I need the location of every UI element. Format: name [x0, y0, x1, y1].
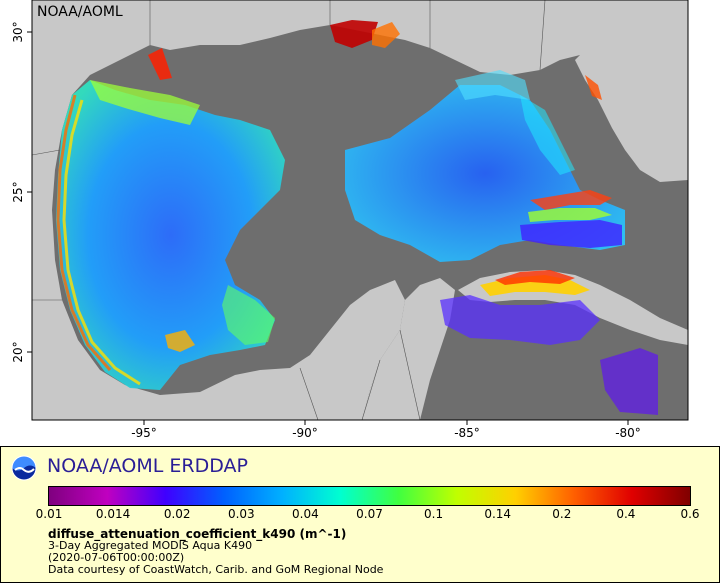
legend-panel: NOAA/AOML ERDDAP 0.01 0.014 0.02 0.03 0.04 0.…	[0, 446, 720, 583]
map-panel: -95° -90° -85° -80° 30° 25° 20° NOAA/AOM…	[11, 0, 689, 440]
k490-west-coast-yellow	[62, 99, 141, 386]
colorbar-tick-labels: 0.01 0.014 0.02 0.03 0.04 0.07 0.1 0.14 0.2 0.4 0.…	[1, 504, 719, 524]
colorbar-tick-label: 0.4	[616, 507, 636, 521]
legend-title: NOAA/AOML ERDDAP	[47, 455, 248, 477]
map-frame	[31, 0, 689, 421]
colorbar-tick-label: 0.03	[227, 507, 255, 521]
k490-mississippi-orange	[372, 22, 400, 48]
colorbar-tick-label: 0.01	[35, 507, 63, 521]
colorbar-tick-label: 0.6	[680, 507, 700, 521]
colorbar-tick-label: 0.02	[163, 507, 191, 521]
colorbar-tick-label: 0.07	[356, 507, 383, 521]
k490-campeche-green	[222, 285, 275, 345]
lat-tick-label: 30°	[11, 21, 25, 42]
axis-ticks	[27, 31, 629, 425]
lon-tick-label: -90°	[292, 426, 318, 440]
lat-tick-label: 20°	[11, 341, 25, 362]
k490-keys-green	[528, 208, 612, 222]
k490-west-coast-edge	[56, 94, 112, 371]
land-yucatan	[362, 278, 455, 420]
lon-tick-label: -85°	[454, 426, 480, 440]
map-canvas: -95° -90° -85° -80° 30° 25° 20°	[11, 0, 689, 440]
k490-big-bend	[455, 70, 530, 100]
dataset-description: 3-Day Aggregated MODIS Aqua K490	[48, 539, 253, 552]
land-us-gulf-coast	[150, 0, 580, 75]
map-watermark: NOAA/AOML	[37, 4, 123, 20]
land-florida	[575, 0, 688, 182]
dataset-time: (2020-07-06T00:00:00Z)	[48, 551, 185, 564]
political-borders	[31, 0, 546, 421]
colorbar-tick-label: 0.2	[552, 507, 572, 521]
colorbar	[48, 486, 691, 506]
land-mexico-texas	[32, 0, 405, 420]
k490-mississippi-plume	[330, 20, 378, 48]
k490-florida-purple	[520, 220, 622, 248]
k490-west-florida-red	[585, 75, 602, 100]
k490-florida-keys	[530, 190, 612, 210]
lat-tick-label: 25°	[11, 181, 25, 202]
colorbar-tick-label: 0.014	[95, 507, 131, 521]
k490-cuba-north-red	[495, 270, 575, 285]
data-credit: Data courtesy of CoastWatch, Carib. and …	[48, 563, 384, 576]
k490-caribbean-purple	[600, 348, 658, 415]
k490-campeche-orange	[165, 330, 195, 352]
colorbar-tick-label: 0.04	[292, 507, 319, 521]
k490-texas-coast-red	[148, 48, 172, 80]
k490-cuba-purple	[440, 295, 600, 345]
colorbar-tick-label: 0.1	[424, 507, 444, 521]
colorbar-tick-label: 0.14	[484, 507, 512, 521]
k490-texas-shelf	[90, 80, 200, 125]
lon-tick-label: -80°	[615, 426, 641, 440]
noaa-logo-icon	[11, 455, 37, 481]
lon-tick-label: -95°	[131, 426, 157, 440]
k490-florida-shelf	[520, 95, 575, 175]
land-bahamas	[640, 150, 680, 180]
variable-name: diffuse_attenuation_coefficient_k490 (m^…	[48, 527, 347, 541]
